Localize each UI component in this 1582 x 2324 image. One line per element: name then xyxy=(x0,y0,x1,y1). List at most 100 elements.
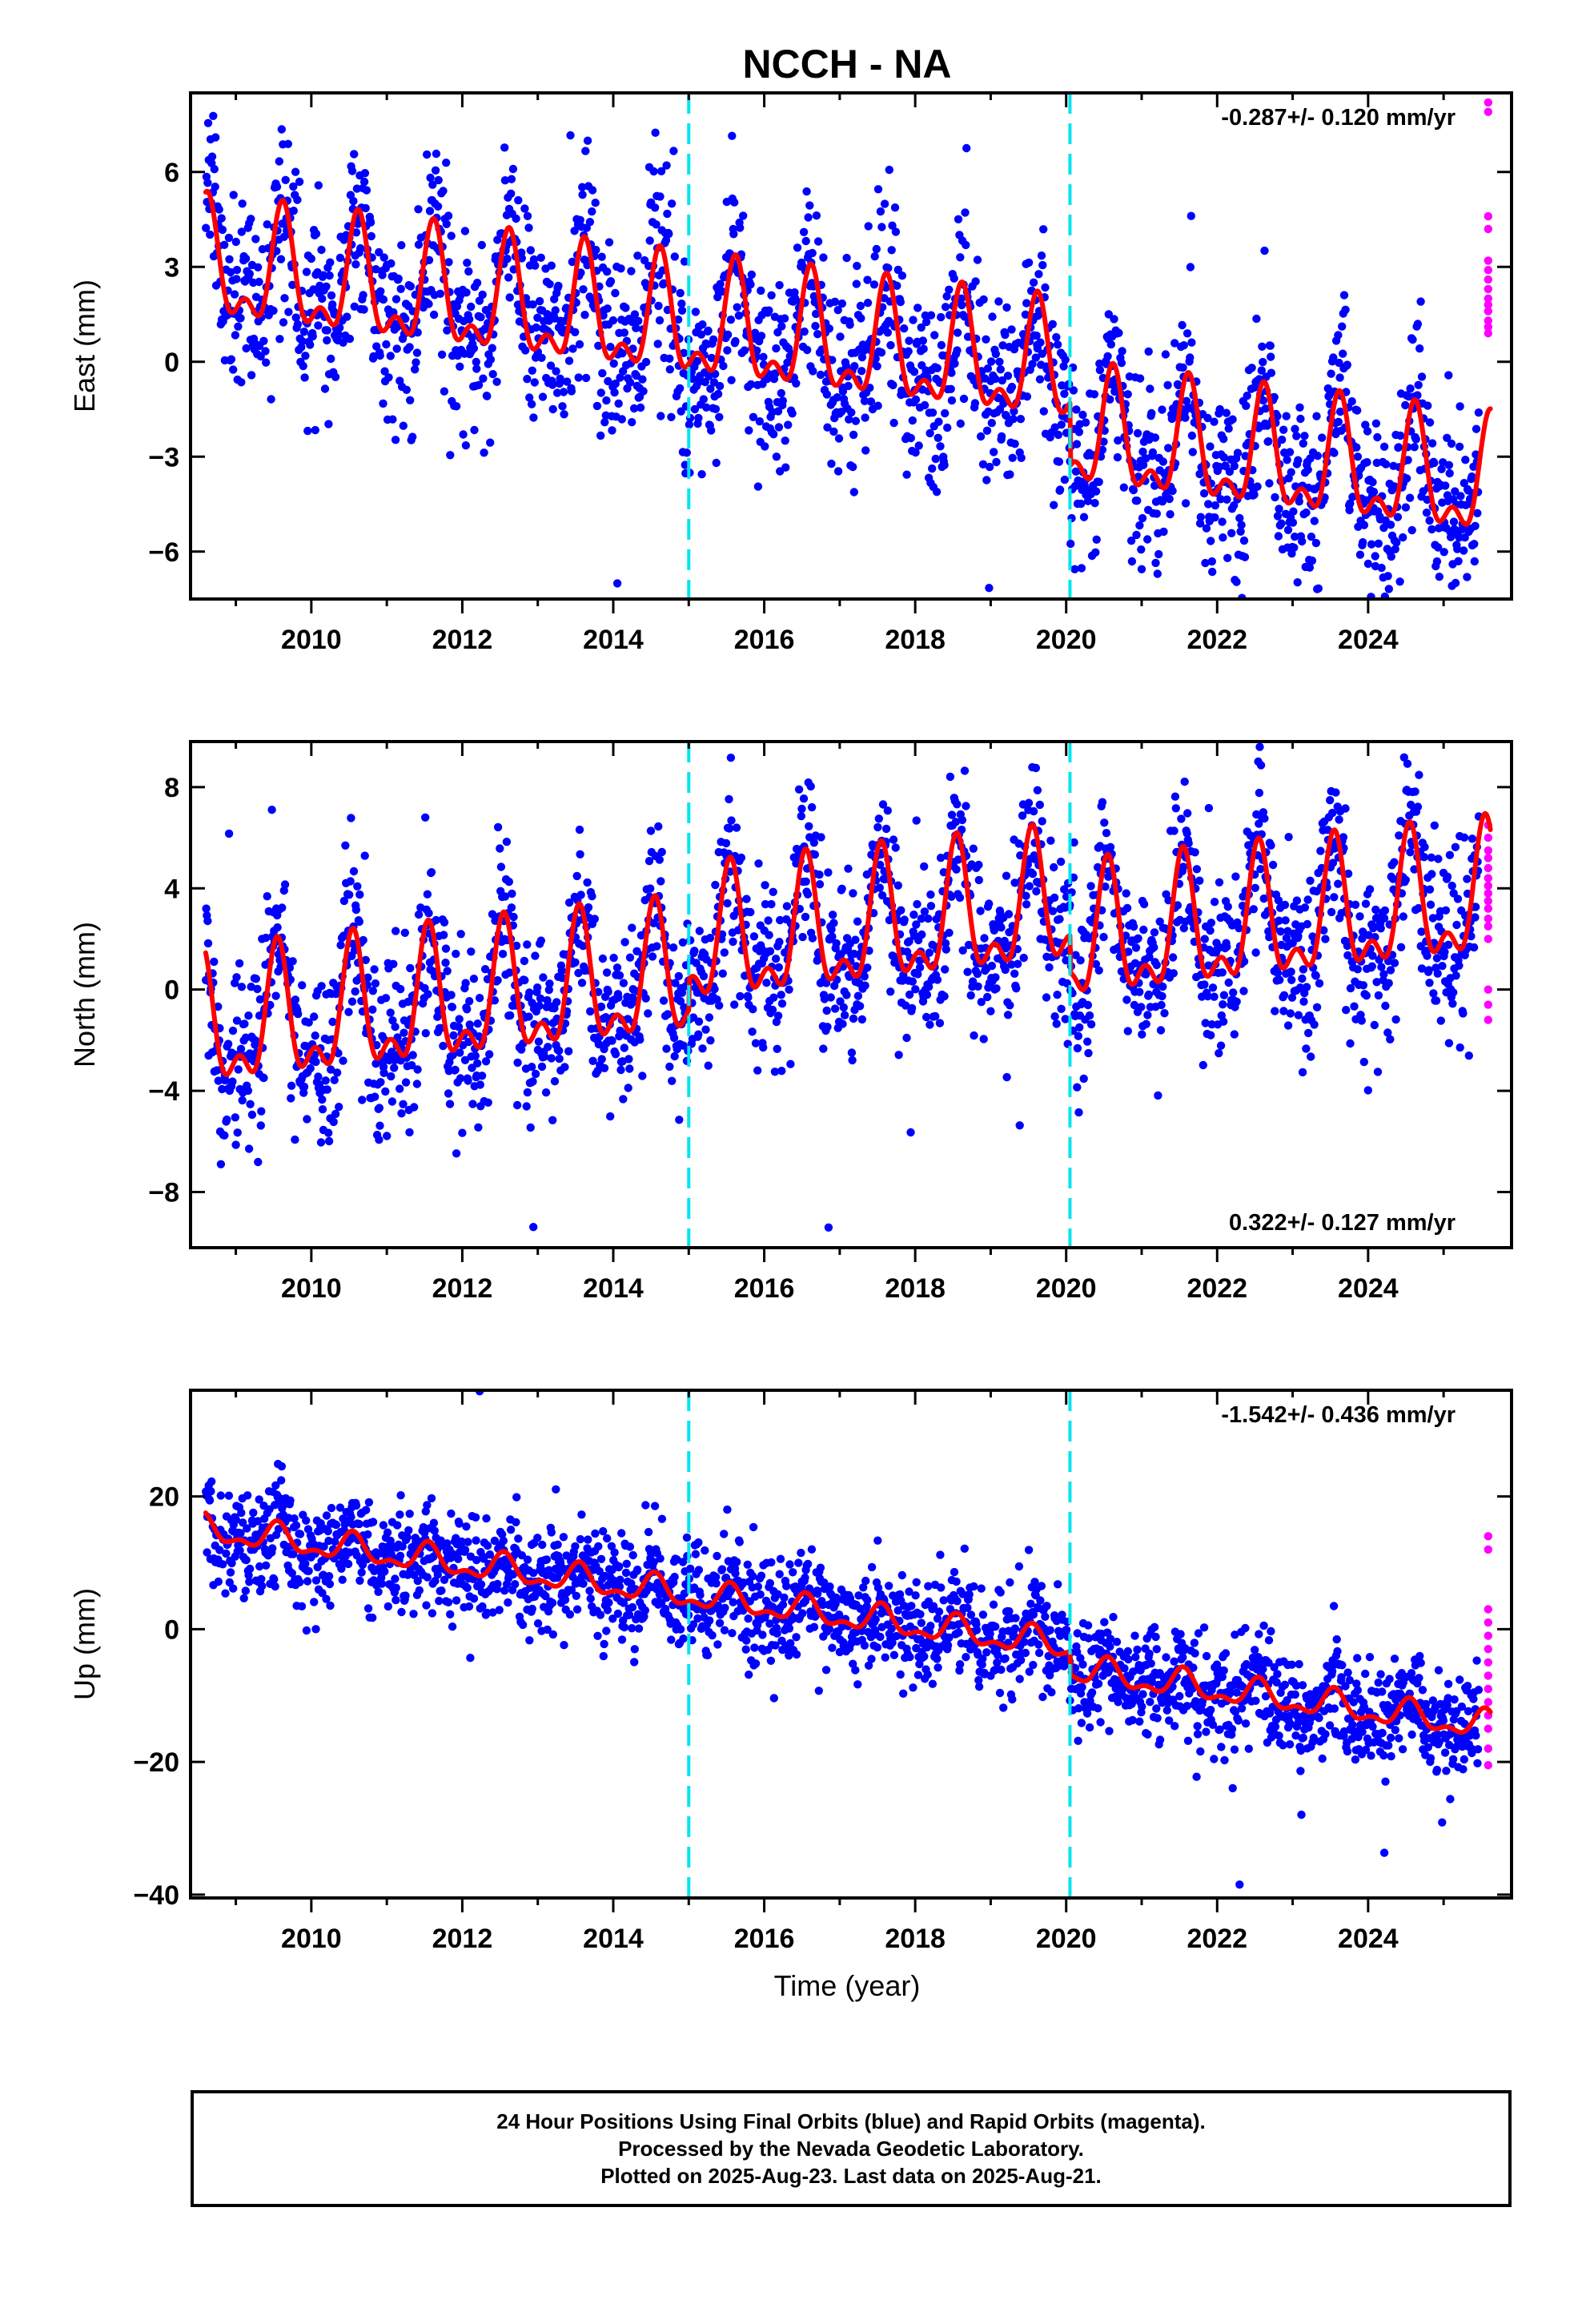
data-point xyxy=(973,969,982,979)
data-point xyxy=(638,1072,647,1080)
data-point xyxy=(1143,1011,1152,1019)
data-point xyxy=(538,392,548,401)
data-point xyxy=(526,246,535,255)
data-point xyxy=(1374,539,1383,548)
data-point xyxy=(1008,453,1017,462)
data-point xyxy=(331,1537,339,1546)
data-point xyxy=(1003,372,1013,380)
data-point xyxy=(1422,509,1431,517)
data-point xyxy=(321,1076,330,1085)
data-point xyxy=(602,968,612,977)
data-point xyxy=(876,207,885,216)
data-point xyxy=(412,358,420,367)
data-point xyxy=(287,1569,296,1578)
data-point xyxy=(1302,508,1311,517)
data-point xyxy=(1380,906,1390,915)
data-point xyxy=(285,963,295,972)
data-point xyxy=(343,1559,353,1569)
data-point xyxy=(224,233,234,243)
data-point xyxy=(1151,558,1160,568)
data-point xyxy=(612,579,622,588)
data-point xyxy=(1369,488,1379,497)
data-point xyxy=(665,1062,674,1072)
data-point xyxy=(405,1128,414,1137)
data-point xyxy=(1472,424,1481,433)
data-point xyxy=(1467,931,1476,941)
data-point xyxy=(974,982,982,991)
data-point xyxy=(1370,1020,1379,1030)
data-point xyxy=(1294,1011,1303,1019)
data-point xyxy=(730,198,739,207)
data-point xyxy=(216,1160,226,1169)
data-point xyxy=(1307,1052,1315,1061)
data-point xyxy=(547,1054,556,1063)
data-point xyxy=(767,899,776,909)
data-point xyxy=(1328,858,1338,867)
rapid-point xyxy=(1484,1015,1493,1024)
data-point xyxy=(1154,549,1163,559)
data-point xyxy=(762,979,771,987)
data-point xyxy=(1251,883,1260,893)
data-point xyxy=(211,133,220,142)
rapid-point xyxy=(1484,224,1493,234)
data-point xyxy=(908,416,917,425)
data-point xyxy=(230,290,239,299)
data-point xyxy=(254,1517,263,1526)
data-point xyxy=(409,1610,418,1618)
data-point xyxy=(777,322,786,331)
data-point xyxy=(280,294,289,303)
data-point xyxy=(281,175,290,184)
data-point xyxy=(627,267,636,275)
data-point xyxy=(210,165,219,174)
data-point xyxy=(440,931,448,939)
data-point xyxy=(979,295,988,304)
data-point xyxy=(485,1050,494,1059)
data-point xyxy=(520,956,529,966)
data-point xyxy=(1368,951,1377,960)
data-point xyxy=(414,240,424,249)
data-point xyxy=(583,136,592,145)
data-point xyxy=(236,1044,246,1054)
data-point xyxy=(464,1076,472,1085)
data-point xyxy=(597,252,606,261)
data-point xyxy=(1050,423,1059,432)
data-point xyxy=(273,923,282,932)
data-point xyxy=(1335,358,1343,368)
data-point xyxy=(649,167,658,176)
data-point xyxy=(1390,858,1399,866)
data-point xyxy=(1259,894,1268,903)
data-point xyxy=(745,426,753,435)
data-point xyxy=(390,1063,399,1072)
data-point xyxy=(1451,487,1460,496)
data-point xyxy=(588,1056,597,1066)
data-point xyxy=(677,988,687,997)
data-point xyxy=(339,338,347,347)
data-point xyxy=(412,348,422,357)
data-point xyxy=(588,186,597,195)
data-point xyxy=(907,1003,917,1013)
data-point xyxy=(794,785,804,794)
data-point xyxy=(290,1514,299,1523)
data-point xyxy=(251,1036,260,1045)
data-point xyxy=(620,1043,628,1052)
data-point xyxy=(1379,523,1388,533)
data-point xyxy=(1424,966,1433,975)
data-point xyxy=(844,381,853,391)
data-point xyxy=(396,1491,405,1500)
data-point xyxy=(316,1138,326,1147)
data-point xyxy=(1201,1019,1210,1027)
data-point xyxy=(603,267,612,276)
data-point xyxy=(423,150,432,159)
data-point xyxy=(1113,452,1122,462)
data-point xyxy=(1092,535,1101,544)
data-point xyxy=(694,1030,703,1039)
data-point xyxy=(797,804,806,814)
data-point xyxy=(597,1055,606,1063)
data-point xyxy=(428,1609,437,1618)
x-tick-label: 2020 xyxy=(1036,1273,1097,1304)
data-point xyxy=(1292,896,1302,905)
data-point xyxy=(921,317,931,327)
data-point xyxy=(887,246,896,255)
data-point xyxy=(323,326,331,335)
